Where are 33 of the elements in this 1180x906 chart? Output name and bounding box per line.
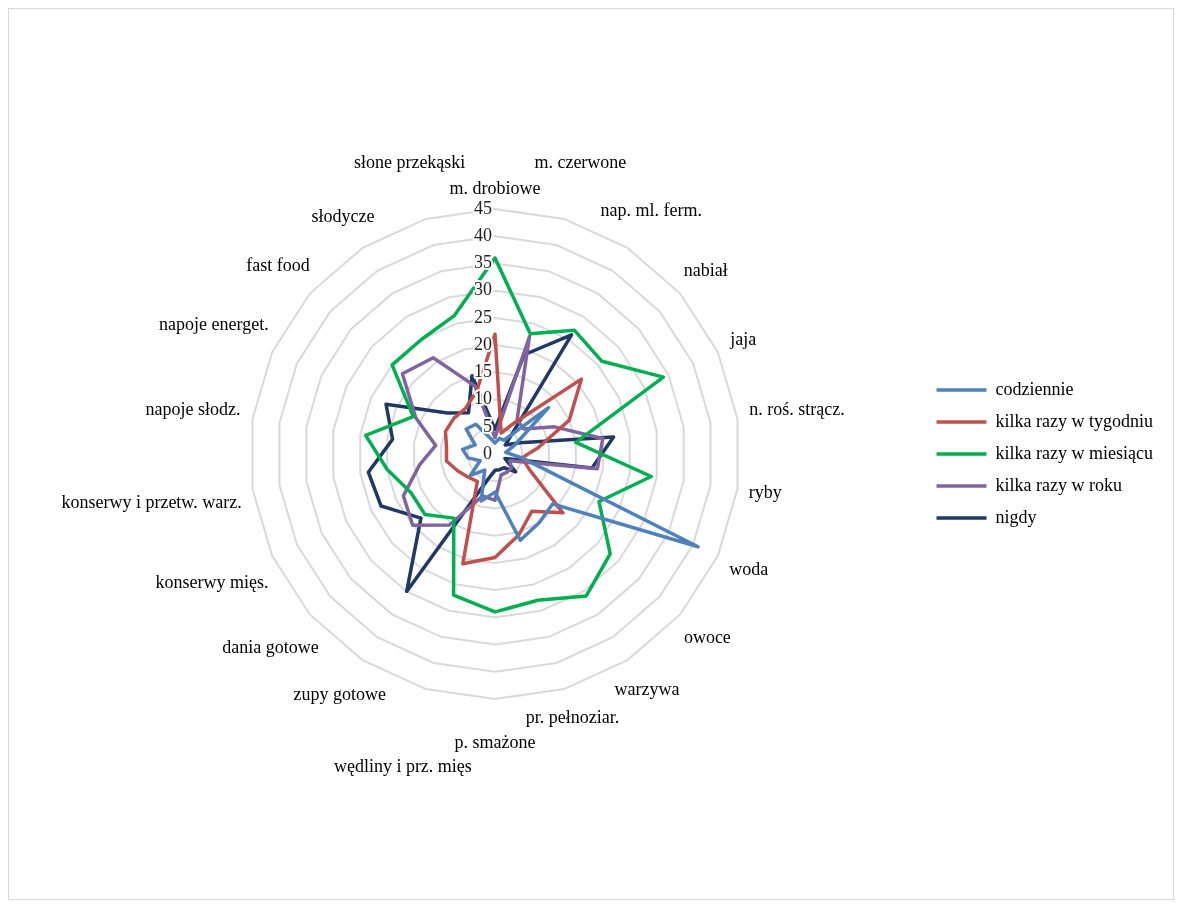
spoke-label: konserwy mięs. bbox=[155, 571, 269, 592]
y-tick-label: 25 bbox=[474, 306, 492, 327]
spoke-label: nabiał bbox=[683, 260, 728, 281]
spoke-label: m. drobiowe bbox=[449, 177, 541, 198]
y-tick-label: 45 bbox=[474, 197, 492, 218]
legend-label: codziennie bbox=[995, 378, 1074, 399]
spoke-label: dania gotowe bbox=[222, 637, 319, 658]
spoke-label: p. smażone bbox=[454, 731, 536, 752]
spoke-label: konserwy i przetw. warz. bbox=[61, 492, 242, 513]
spoke-label: napoje słodz. bbox=[145, 399, 241, 420]
spoke-label: wędliny i prz. mięs bbox=[333, 756, 472, 777]
spoke-label: pr. pełnoziar. bbox=[525, 706, 620, 727]
spoke-label: jaja bbox=[729, 329, 757, 350]
y-tick-label: 40 bbox=[474, 224, 492, 245]
spoke-label: n. roś. strącz. bbox=[749, 399, 845, 420]
spoke-label: napoje energet. bbox=[159, 314, 269, 335]
spoke-label: m. czerwone bbox=[534, 152, 627, 173]
legend-label: nigdy bbox=[995, 506, 1037, 527]
spoke-label: słone przekąski bbox=[353, 152, 466, 173]
legend-label: kilka razy w miesiącu bbox=[995, 442, 1153, 463]
spoke-label: zupy gotowe bbox=[293, 684, 387, 705]
spoke-label: warzywa bbox=[614, 679, 680, 700]
spoke-label: słodycze bbox=[311, 206, 375, 227]
spoke-label: fast food bbox=[246, 254, 310, 275]
spoke-label: owoce bbox=[683, 626, 731, 647]
y-tick-label: 35 bbox=[474, 252, 492, 273]
legend-label: kilka razy w roku bbox=[995, 474, 1122, 495]
y-tick-label: 0 bbox=[483, 442, 492, 463]
legend-label: kilka razy w tygodniu bbox=[995, 410, 1153, 431]
spoke-label: nap. ml. ferm. bbox=[600, 199, 702, 220]
spoke-label: ryby bbox=[748, 481, 782, 502]
y-tick-label: 30 bbox=[474, 279, 492, 300]
spoke-label: woda bbox=[729, 558, 769, 579]
